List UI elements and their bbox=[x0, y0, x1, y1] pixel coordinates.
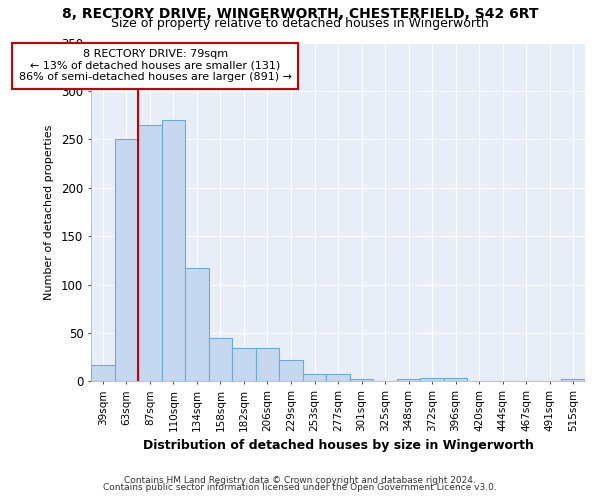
Bar bbox=[421, 378, 444, 382]
Text: Contains public sector information licensed under the Open Government Licence v3: Contains public sector information licen… bbox=[103, 484, 497, 492]
Text: 8 RECTORY DRIVE: 79sqm
← 13% of detached houses are smaller (131)
86% of semi-de: 8 RECTORY DRIVE: 79sqm ← 13% of detached… bbox=[19, 50, 292, 82]
Bar bbox=[303, 374, 326, 382]
Bar bbox=[161, 120, 185, 382]
Bar bbox=[138, 125, 161, 382]
Bar bbox=[256, 348, 279, 382]
Bar bbox=[279, 360, 303, 382]
Bar bbox=[350, 380, 373, 382]
Bar bbox=[397, 380, 421, 382]
Text: 8, RECTORY DRIVE, WINGERWORTH, CHESTERFIELD, S42 6RT: 8, RECTORY DRIVE, WINGERWORTH, CHESTERFI… bbox=[62, 8, 538, 22]
X-axis label: Distribution of detached houses by size in Wingerworth: Distribution of detached houses by size … bbox=[143, 440, 533, 452]
Bar bbox=[209, 338, 232, 382]
Bar bbox=[326, 374, 350, 382]
Bar bbox=[185, 268, 209, 382]
Y-axis label: Number of detached properties: Number of detached properties bbox=[44, 124, 54, 300]
Bar bbox=[232, 348, 256, 382]
Bar bbox=[562, 380, 585, 382]
Bar bbox=[91, 365, 115, 382]
Bar bbox=[115, 140, 138, 382]
Text: Size of property relative to detached houses in Wingerworth: Size of property relative to detached ho… bbox=[111, 18, 489, 30]
Text: Contains HM Land Registry data © Crown copyright and database right 2024.: Contains HM Land Registry data © Crown c… bbox=[124, 476, 476, 485]
Bar bbox=[444, 378, 467, 382]
